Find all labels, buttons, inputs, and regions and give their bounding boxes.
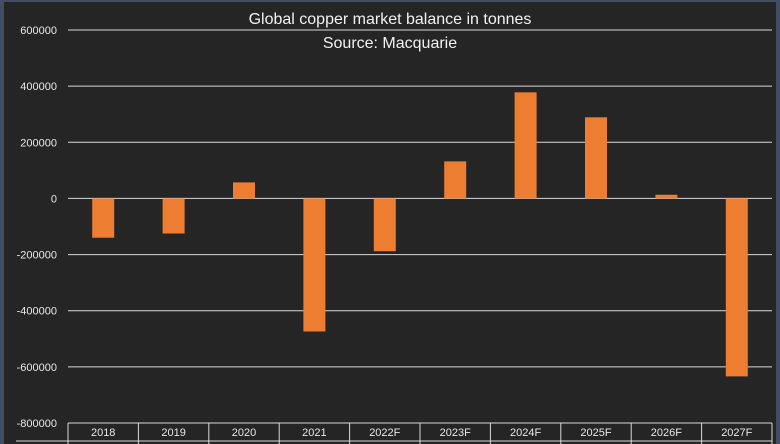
bar-2018 (92, 198, 115, 238)
x-category-label: 2021 (302, 427, 326, 439)
bar-2020 (233, 182, 255, 199)
bar-2027F (725, 198, 748, 377)
y-tick-label: 400000 (20, 81, 57, 93)
x-category-label: 2026F (651, 427, 682, 439)
y-tick-label: 600000 (20, 25, 57, 37)
bar-2025F (585, 117, 607, 199)
y-tick-label: 200000 (20, 137, 57, 149)
bar-2024F (514, 92, 537, 199)
x-category-label: 2023F (440, 427, 471, 439)
bar-2022F (373, 198, 396, 252)
x-category-label: 2025F (580, 427, 611, 439)
y-tick-label: -600000 (17, 362, 57, 374)
x-category-label: 2018 (91, 427, 115, 439)
y-tick-label: -400000 (17, 306, 57, 318)
y-tick-label: 0 (51, 193, 57, 205)
x-category-label: 2027F (721, 427, 752, 439)
y-tick-label: -200000 (17, 250, 57, 262)
bar-2026F (655, 194, 678, 199)
chart-title: Global copper market balance in tonnes (249, 11, 532, 28)
x-category-label: 2024F (510, 427, 541, 439)
bar-2023F (444, 161, 467, 199)
y-tick-label: -800000 (17, 418, 57, 430)
bar-2019 (162, 198, 185, 234)
x-category-label: 2019 (161, 427, 185, 439)
x-category-label: 2020 (232, 427, 256, 439)
chart-subtitle: Source: Macquarie (323, 35, 457, 52)
x-category-label: 2022F (369, 427, 400, 439)
bar-2021 (303, 198, 326, 332)
